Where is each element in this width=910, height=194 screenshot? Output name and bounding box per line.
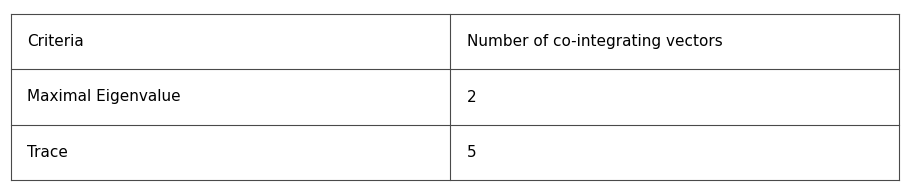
Text: Criteria: Criteria xyxy=(27,34,84,49)
Text: Maximal Eigenvalue: Maximal Eigenvalue xyxy=(27,89,181,105)
Text: 5: 5 xyxy=(467,145,477,160)
Text: Trace: Trace xyxy=(27,145,68,160)
Text: 2: 2 xyxy=(467,89,477,105)
Text: Number of co-integrating vectors: Number of co-integrating vectors xyxy=(467,34,723,49)
